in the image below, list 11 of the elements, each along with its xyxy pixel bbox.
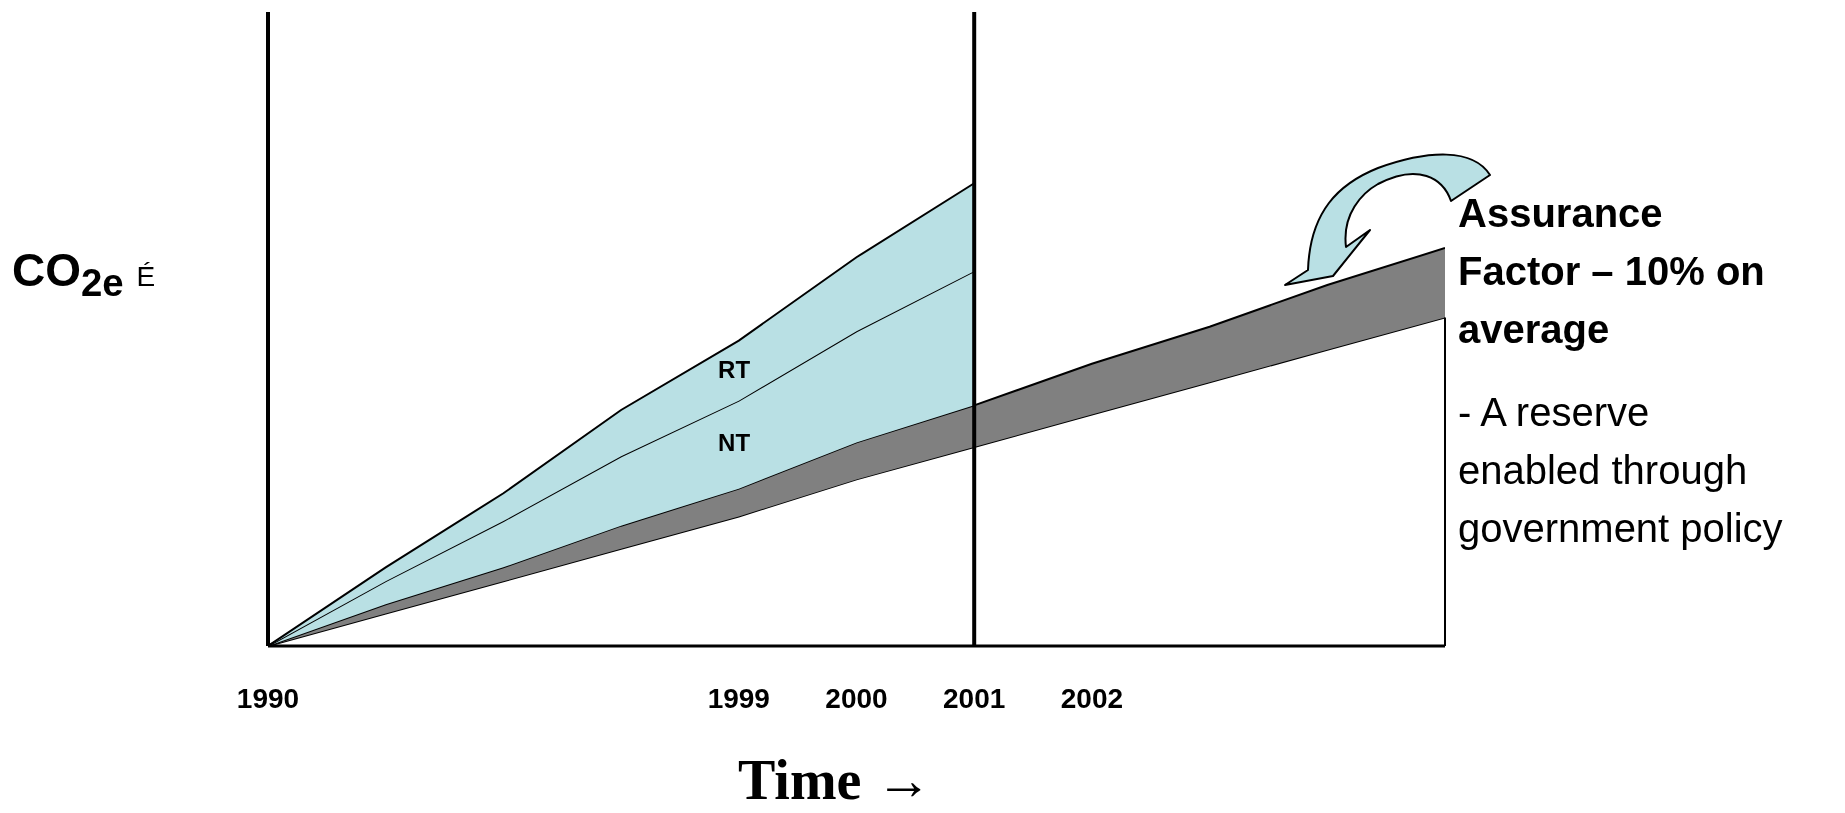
x-tick-label: 2001 (943, 682, 1006, 714)
series-label: NT (718, 429, 751, 457)
x-tick-label: 1990 (236, 682, 300, 714)
text: - A reserve enabled through government policy (1458, 389, 1784, 552)
series-label: RT (718, 356, 751, 384)
y-axis-title: CO$_{2e}$ É (12, 243, 156, 306)
x-tick-label: 2000 (825, 682, 888, 714)
x-tick-label: 2002 (1060, 682, 1124, 714)
text: Assurance Factor – 10% on average (1458, 190, 1766, 353)
x-tick-label: 1999 (707, 682, 770, 714)
x-axis-title: Time → (738, 748, 932, 812)
